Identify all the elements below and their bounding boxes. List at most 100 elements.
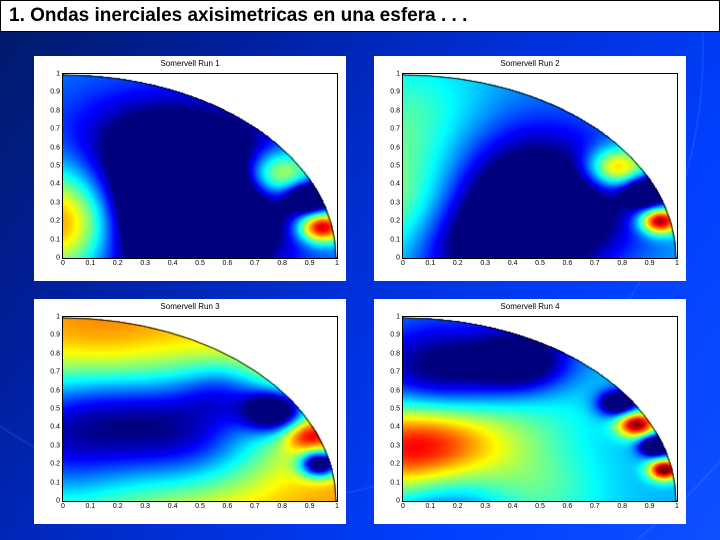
ytick-label: 0.7	[50, 126, 63, 133]
xtick-label: 1	[675, 258, 679, 267]
ytick-label: 0.9	[50, 332, 63, 339]
plot-area: 00.10.20.30.40.50.60.70.80.9100.10.20.30…	[402, 316, 678, 502]
ytick-label: 0.5	[390, 406, 403, 413]
xtick-label: 0.8	[617, 258, 627, 267]
heatmap-canvas	[63, 317, 337, 501]
ytick-label: 0.8	[390, 350, 403, 357]
xtick-label: 0.8	[277, 501, 287, 510]
xtick-label: 0	[61, 258, 65, 267]
xtick-label: 0.1	[86, 258, 96, 267]
xtick-label: 0.7	[590, 501, 600, 510]
xtick-label: 0.5	[195, 501, 205, 510]
xtick-label: 0.4	[168, 501, 178, 510]
xtick-label: 0.7	[590, 258, 600, 267]
xtick-label: 0.1	[426, 501, 436, 510]
ytick-label: 0.5	[50, 406, 63, 413]
panel-run2: Somervell Run 2 00.10.20.30.40.50.60.70.…	[374, 56, 686, 281]
xtick-label: 0.6	[563, 258, 573, 267]
ytick-label: 0.7	[390, 369, 403, 376]
ytick-label: 0.8	[390, 107, 403, 114]
xtick-label: 0.1	[86, 501, 96, 510]
ytick-label: 1	[56, 314, 63, 321]
xtick-label: 0.5	[535, 501, 545, 510]
xtick-label: 0.8	[277, 258, 287, 267]
xtick-label: 0.3	[480, 501, 490, 510]
ytick-label: 0.7	[50, 369, 63, 376]
xtick-label: 0.9	[645, 258, 655, 267]
xtick-label: 0.2	[453, 258, 463, 267]
xtick-label: 1	[335, 501, 339, 510]
ytick-label: 0.3	[390, 199, 403, 206]
ytick-label: 1	[396, 71, 403, 78]
heatmap-canvas	[403, 74, 677, 258]
plot-area: 00.10.20.30.40.50.60.70.80.9100.10.20.30…	[62, 73, 338, 259]
panel-run3: Somervell Run 3 00.10.20.30.40.50.60.70.…	[34, 299, 346, 524]
xtick-label: 0	[401, 258, 405, 267]
xtick-label: 0.5	[535, 258, 545, 267]
heatmap-canvas	[63, 74, 337, 258]
ytick-label: 0.1	[390, 236, 403, 243]
xtick-label: 0.6	[223, 501, 233, 510]
xtick-label: 0.4	[508, 501, 518, 510]
ytick-label: 0.4	[390, 181, 403, 188]
ytick-label: 0.5	[50, 163, 63, 170]
ytick-label: 0.6	[390, 144, 403, 151]
xtick-label: 0.7	[250, 258, 260, 267]
xtick-label: 0.7	[250, 501, 260, 510]
xtick-label: 0.6	[223, 258, 233, 267]
xtick-label: 0.4	[508, 258, 518, 267]
xtick-label: 0.5	[195, 258, 205, 267]
xtick-label: 0.9	[645, 501, 655, 510]
xtick-label: 1	[675, 501, 679, 510]
panel-run1: Somervell Run 1 00.10.20.30.40.50.60.70.…	[34, 56, 346, 281]
xtick-label: 0.2	[113, 501, 123, 510]
ytick-label: 0.3	[50, 442, 63, 449]
xtick-label: 0.9	[305, 258, 315, 267]
ytick-label: 0.8	[50, 350, 63, 357]
xtick-label: 0.4	[168, 258, 178, 267]
xtick-label: 0.3	[140, 501, 150, 510]
ytick-label: 0.2	[50, 461, 63, 468]
xtick-label: 0.6	[563, 501, 573, 510]
plot-area: 00.10.20.30.40.50.60.70.80.9100.10.20.30…	[62, 316, 338, 502]
xtick-label: 0.9	[305, 501, 315, 510]
xtick-label: 0.3	[480, 258, 490, 267]
ytick-label: 1	[396, 314, 403, 321]
xtick-label: 0.2	[453, 501, 463, 510]
ytick-label: 0.6	[50, 387, 63, 394]
ytick-label: 0.6	[50, 144, 63, 151]
panel-run4: Somervell Run 4 00.10.20.30.40.50.60.70.…	[374, 299, 686, 524]
ytick-label: 0.6	[390, 387, 403, 394]
ytick-label: 0.7	[390, 126, 403, 133]
panel-title: Somervell Run 2	[374, 56, 686, 71]
xtick-label: 0	[61, 501, 65, 510]
ytick-label: 0.3	[50, 199, 63, 206]
ytick-label: 0.4	[50, 181, 63, 188]
xtick-label: 1	[335, 258, 339, 267]
slide-title: 1. Ondas inerciales axisimetricas en una…	[9, 5, 467, 26]
ytick-label: 0.1	[390, 479, 403, 486]
ytick-label: 0.2	[390, 218, 403, 225]
ytick-label: 0.3	[390, 442, 403, 449]
ytick-label: 0.5	[390, 163, 403, 170]
heatmap-canvas	[403, 317, 677, 501]
panel-title: Somervell Run 3	[34, 299, 346, 314]
xtick-label: 0.2	[113, 258, 123, 267]
ytick-label: 0.9	[390, 332, 403, 339]
title-bar: 1. Ondas inerciales axisimetricas en una…	[0, 0, 720, 32]
panel-title: Somervell Run 1	[34, 56, 346, 71]
ytick-label: 0.1	[50, 236, 63, 243]
xtick-label: 0.1	[426, 258, 436, 267]
panel-grid: Somervell Run 1 00.10.20.30.40.50.60.70.…	[0, 50, 720, 540]
xtick-label: 0.3	[140, 258, 150, 267]
ytick-label: 0.4	[390, 424, 403, 431]
plot-area: 00.10.20.30.40.50.60.70.80.9100.10.20.30…	[402, 73, 678, 259]
ytick-label: 0.2	[390, 461, 403, 468]
slide-background: 1. Ondas inerciales axisimetricas en una…	[0, 0, 720, 540]
ytick-label: 0.2	[50, 218, 63, 225]
xtick-label: 0	[401, 501, 405, 510]
ytick-label: 0.8	[50, 107, 63, 114]
ytick-label: 0.1	[50, 479, 63, 486]
panel-title: Somervell Run 4	[374, 299, 686, 314]
ytick-label: 0.9	[390, 89, 403, 96]
